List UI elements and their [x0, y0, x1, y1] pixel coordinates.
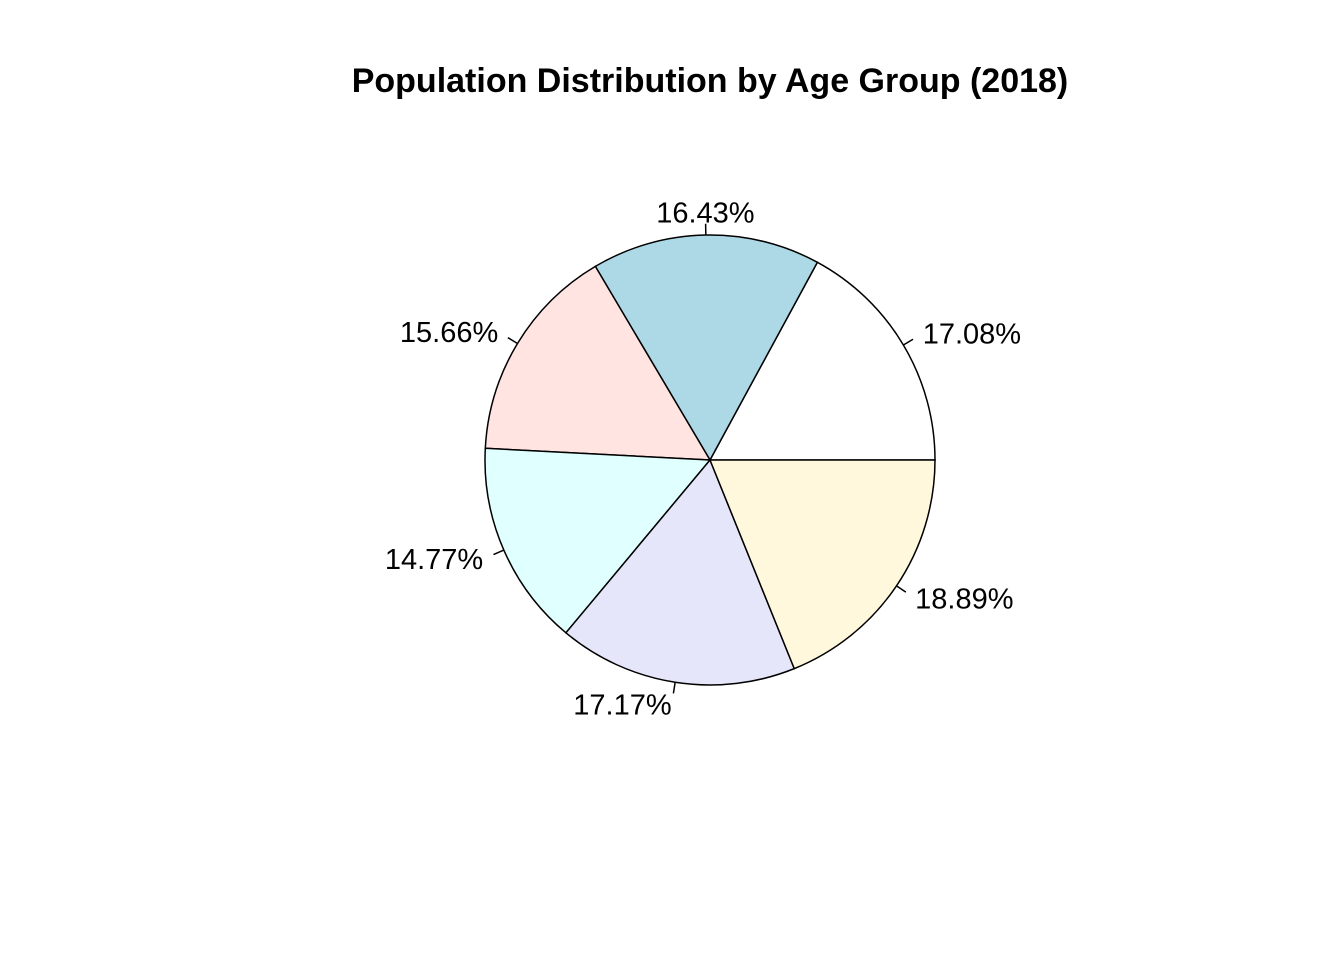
pie-slice-2 [484, 265, 712, 461]
chart-title: Population Distribution by Age Group (20… [352, 62, 1069, 100]
pie-label-ticks [493, 223, 914, 694]
pie-slice-1 [594, 234, 819, 462]
pie-slice-label-5: 18.89% [915, 583, 1013, 615]
pie-slice-label-0: 17.08% [923, 318, 1021, 350]
pie-slice-3 [484, 447, 712, 634]
pie-label-tick-3 [493, 549, 505, 556]
pie-labels: 17.08% 16.43% 15.66% 14.77% 17.17% 18.89% [385, 198, 1021, 722]
pie-slice-label-3: 14.77% [385, 544, 483, 576]
pie-label-tick-5 [896, 585, 907, 593]
pie-slice-label-2: 15.66% [400, 317, 498, 349]
pie-label-tick-0 [902, 338, 914, 346]
pie-slice-5 [708, 459, 936, 670]
pie-slice-label-4: 17.17% [573, 690, 671, 722]
pie-label-tick-4 [672, 682, 676, 694]
pie-slice-label-1: 16.43% [656, 198, 754, 230]
pie-slices [484, 234, 936, 686]
pie-slice-0 [708, 261, 936, 461]
pie-label-tick-2 [507, 337, 518, 345]
